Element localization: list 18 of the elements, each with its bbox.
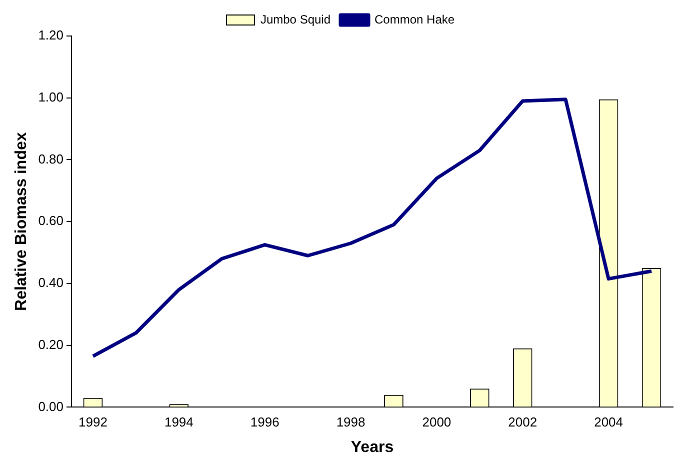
x-tick-label: 1998 bbox=[336, 414, 366, 430]
x-tick-label: 2002 bbox=[508, 414, 538, 430]
y-tick-label: 0.60 bbox=[38, 213, 64, 228]
y-tick-label: 0.00 bbox=[38, 398, 64, 414]
legend-label: Jumbo Squid bbox=[260, 12, 331, 26]
x-tick-label: 1992 bbox=[78, 414, 108, 430]
y-axis-title: Relative Biomass index bbox=[13, 132, 30, 311]
x-axis-title: Years bbox=[350, 438, 394, 456]
legend-label: Common Hake bbox=[374, 12, 455, 26]
x-tick-label: 2000 bbox=[422, 414, 452, 430]
y-tick-label: 1.20 bbox=[38, 28, 64, 43]
x-tick-label: 1994 bbox=[164, 414, 194, 430]
y-tick-label: 0.80 bbox=[38, 151, 64, 166]
y-tick-label: 0.40 bbox=[38, 275, 64, 290]
y-tick-label: 1.00 bbox=[38, 89, 64, 104]
y-tick-label: 0.20 bbox=[38, 336, 64, 352]
x-tick-label: 1996 bbox=[250, 414, 280, 430]
x-tick-label: 2004 bbox=[594, 414, 624, 430]
